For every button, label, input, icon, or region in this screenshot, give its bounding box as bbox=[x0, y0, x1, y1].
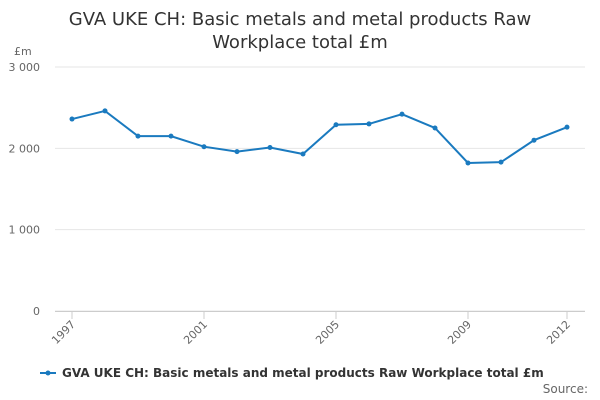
x-tick-label: 2001 bbox=[181, 318, 210, 347]
point bbox=[366, 121, 372, 127]
point bbox=[234, 149, 240, 155]
x-tick-label: 2009 bbox=[445, 318, 474, 347]
y-tick-label: 2 000 bbox=[9, 142, 41, 155]
point bbox=[399, 111, 405, 117]
y-tick-label: 1 000 bbox=[9, 224, 41, 237]
point bbox=[135, 133, 141, 139]
point bbox=[267, 145, 273, 151]
point bbox=[102, 108, 108, 114]
x-tick-label: 1997 bbox=[49, 318, 78, 347]
point bbox=[300, 151, 306, 157]
legend-label: GVA UKE CH: Basic metals and metal produ… bbox=[62, 366, 544, 380]
point bbox=[168, 133, 174, 139]
point bbox=[432, 125, 438, 131]
source: Source: bbox=[543, 382, 588, 396]
y-axis-label: £m bbox=[14, 45, 32, 58]
point bbox=[564, 124, 570, 130]
y-tick-label: 3 000 bbox=[9, 61, 41, 74]
point bbox=[465, 160, 471, 166]
x-tick-label: 2012 bbox=[544, 318, 573, 347]
point bbox=[531, 137, 537, 143]
x-tick-label: 2005 bbox=[313, 318, 342, 347]
point bbox=[69, 116, 75, 122]
point bbox=[498, 159, 504, 165]
point bbox=[333, 122, 339, 128]
y-tick-label: 0 bbox=[33, 305, 40, 318]
legend-symbol bbox=[45, 370, 51, 376]
line bbox=[71, 109, 568, 164]
chart-title: GVA UKE CH: Basic metals and metal produ… bbox=[68, 9, 532, 53]
point bbox=[201, 144, 207, 150]
